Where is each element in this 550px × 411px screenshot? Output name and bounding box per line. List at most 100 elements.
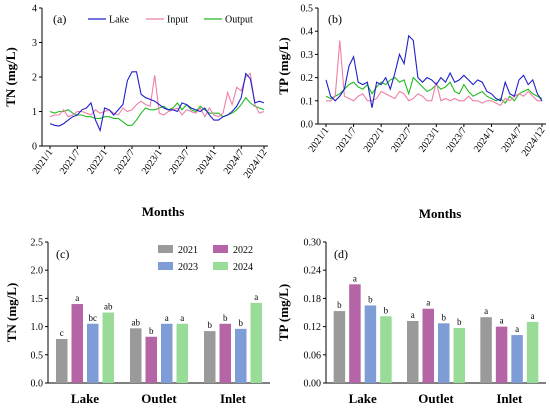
bar-2024-outlet xyxy=(176,323,188,383)
y-tick-label: 0 xyxy=(32,142,37,153)
legend-swatch xyxy=(213,262,228,270)
x-tick-label: 2022/1 xyxy=(85,147,110,176)
x-tick-label: 2023/1 xyxy=(140,147,165,176)
significance-label: a xyxy=(165,313,169,323)
panel-label: (a) xyxy=(53,12,66,26)
category-label: Inlet xyxy=(220,391,247,406)
bar-2021-inlet xyxy=(204,331,216,383)
legend-label: Output xyxy=(225,15,253,26)
bar-2024-inlet xyxy=(250,302,262,383)
panel-b: 0.00.10.20.30.40.5TP (mg/L)(b)2021/1 2021… xyxy=(276,4,547,222)
series-line-lake xyxy=(325,34,543,108)
bar-2024-inlet xyxy=(526,321,539,383)
y-tick-label: 4 xyxy=(32,4,37,15)
x-tick-label: 2022/7 xyxy=(389,125,414,154)
bar-2021-lake xyxy=(56,339,68,383)
y-tick-label: 0.5 xyxy=(31,350,44,361)
bar-2022-outlet xyxy=(145,336,157,383)
x-tick-label: 2022/1 xyxy=(362,125,387,154)
panel-d: 0.00 0.06 0.12 0.18 0.24 0.30 TP (mg/L) (d) Lake… xyxy=(276,238,546,406)
y-tick-label: 1 xyxy=(32,107,37,118)
y-tick-label: 0.0 xyxy=(31,379,44,390)
y-tick-label: 1.5 xyxy=(31,294,44,305)
significance-label: b xyxy=(384,305,389,315)
bar-2021-outlet xyxy=(407,320,419,383)
y-tick-label: 3 xyxy=(32,38,37,49)
significance-label: b xyxy=(368,294,373,304)
y-tick-label: 0.18 xyxy=(304,294,322,305)
x-axis-title: Months xyxy=(419,206,462,221)
bar-2021-lake xyxy=(333,311,346,383)
legend-label: Input xyxy=(167,15,188,26)
y-tick-label: 0.5 xyxy=(301,4,314,15)
bar-2023-lake xyxy=(364,305,377,383)
legend: Lake Input Output xyxy=(88,15,253,26)
significance-label: a xyxy=(426,298,430,308)
significance-label: b xyxy=(337,300,342,310)
significance-label: bc xyxy=(89,313,98,323)
x-tick-label: 2023/1 xyxy=(417,125,442,154)
significance-label: c xyxy=(60,328,64,338)
significance-label: a xyxy=(353,273,357,283)
significance-label: b xyxy=(208,320,213,330)
category-label: Lake xyxy=(71,391,99,406)
significance-label: b xyxy=(149,326,154,336)
bar-2023-lake xyxy=(87,323,99,383)
legend-label: 2023 xyxy=(178,262,198,273)
y-tick-label: 0.2 xyxy=(301,73,314,84)
significance-label: a xyxy=(531,311,535,321)
bar-2022-inlet xyxy=(219,323,231,383)
x-tick-label: 2024/1 xyxy=(472,125,497,154)
bar-2024-lake xyxy=(102,312,114,383)
bar-2023-outlet xyxy=(438,323,450,383)
panel-label: (b) xyxy=(328,12,342,26)
significance-label: ab xyxy=(132,317,141,327)
x-tick-label: 2023/7 xyxy=(167,147,192,176)
bar-2023-inlet xyxy=(511,335,523,383)
significance-label: a xyxy=(500,316,504,326)
y-tick-label: 1.0 xyxy=(31,322,44,333)
panel-label: (d) xyxy=(334,247,348,261)
significance-label: b xyxy=(457,317,462,327)
legend-swatch xyxy=(213,245,228,253)
y-axis-title: TN (mg/L) xyxy=(4,283,19,343)
panel-c: 0.00.51.01.52.02.5TN (mg/L)(c)Lakecabcab… xyxy=(4,238,270,406)
y-tick-label: 0.4 xyxy=(301,27,314,38)
significance-label: b xyxy=(442,312,447,322)
y-tick-label: 0.06 xyxy=(304,350,322,361)
significance-label: ab xyxy=(104,302,113,312)
category-label: Outlet xyxy=(418,391,454,406)
category-label: Inlet xyxy=(496,391,523,406)
y-tick-label: 0.12 xyxy=(304,322,322,333)
bar-2021-outlet xyxy=(130,328,142,383)
category-label: Outlet xyxy=(141,391,177,406)
x-tick-label: 2023/7 xyxy=(444,125,469,154)
significance-label: a xyxy=(484,306,488,316)
bar-2023-inlet xyxy=(235,328,247,383)
significance-label: a xyxy=(515,324,519,334)
x-axis-title: Months xyxy=(142,204,185,219)
x-tick-label: 2021/7 xyxy=(58,147,83,176)
significance-label: a xyxy=(254,292,258,302)
legend-label: 2024 xyxy=(233,262,253,273)
bar-2021-inlet xyxy=(480,317,492,383)
series-line-lake xyxy=(49,71,265,133)
x-tick-label: 2022/7 xyxy=(112,147,137,176)
significance-label: b xyxy=(223,313,228,323)
bar-2024-outlet xyxy=(453,328,465,383)
bar-2022-lake xyxy=(71,304,83,383)
y-tick-label: 0.3 xyxy=(301,50,314,61)
y-tick-label: 0.1 xyxy=(301,96,314,107)
y-tick-label: 0.30 xyxy=(304,238,322,249)
legend: 2021 2022 2023 2024 xyxy=(158,245,253,273)
y-axis-title: TP (mg/L) xyxy=(276,37,291,94)
bar-2022-inlet xyxy=(495,326,508,383)
legend-swatch xyxy=(158,245,173,253)
y-axis-title: TN (mg/L) xyxy=(3,47,18,107)
panel-label: (c) xyxy=(56,247,69,261)
significance-label: b xyxy=(239,318,244,328)
bar-2023-outlet xyxy=(161,323,173,383)
x-tick-label: 2024/1 xyxy=(194,147,219,176)
legend-label: 2021 xyxy=(178,245,198,256)
